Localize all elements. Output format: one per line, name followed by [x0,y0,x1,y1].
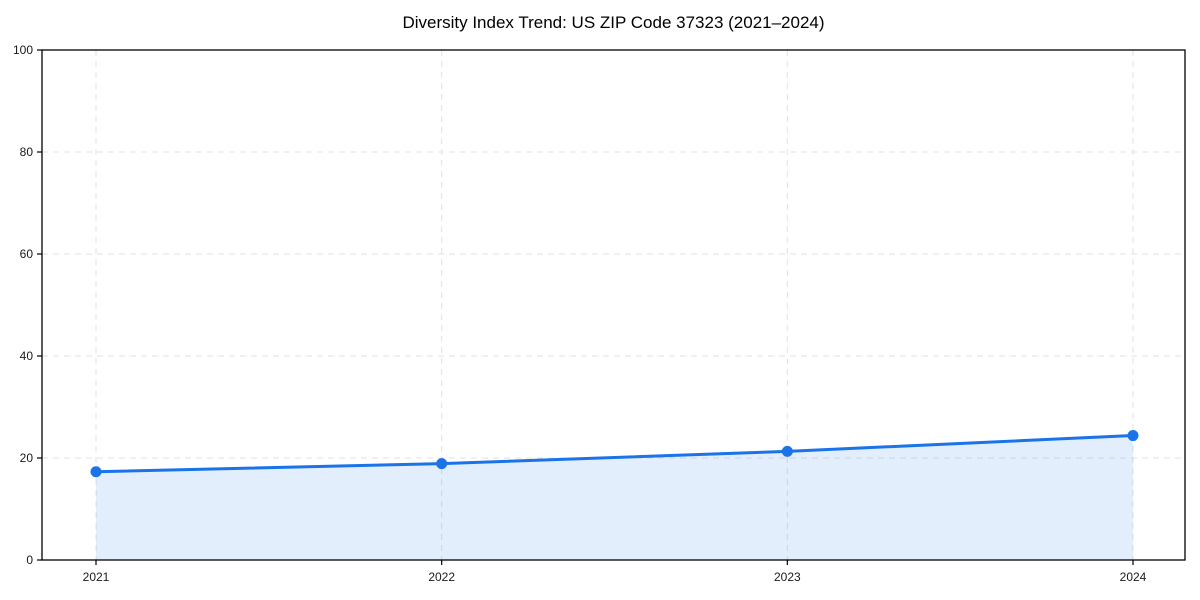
trend-line [94,434,1135,474]
chart-title: Diversity Index Trend: US ZIP Code 37323… [402,13,825,32]
data-point-2022 [436,458,448,470]
data-point-2023 [781,445,793,457]
y-tick-label: 60 [20,247,34,261]
x-tick-label: 2022 [428,570,455,584]
y-tick-label: 0 [26,553,33,567]
area-fill [96,435,1133,560]
data-point-2021 [90,466,102,478]
y-tick-label: 40 [20,349,34,363]
y-tick-label: 80 [20,145,34,159]
x-tick-label: 2024 [1120,570,1147,584]
y-tick-label: 100 [13,43,33,57]
data-point-2024 [1127,430,1139,442]
y-tick-label: 20 [20,451,34,465]
x-tick-label: 2023 [774,570,801,584]
axis-frame [41,49,1186,561]
x-tick-label: 2021 [83,570,110,584]
